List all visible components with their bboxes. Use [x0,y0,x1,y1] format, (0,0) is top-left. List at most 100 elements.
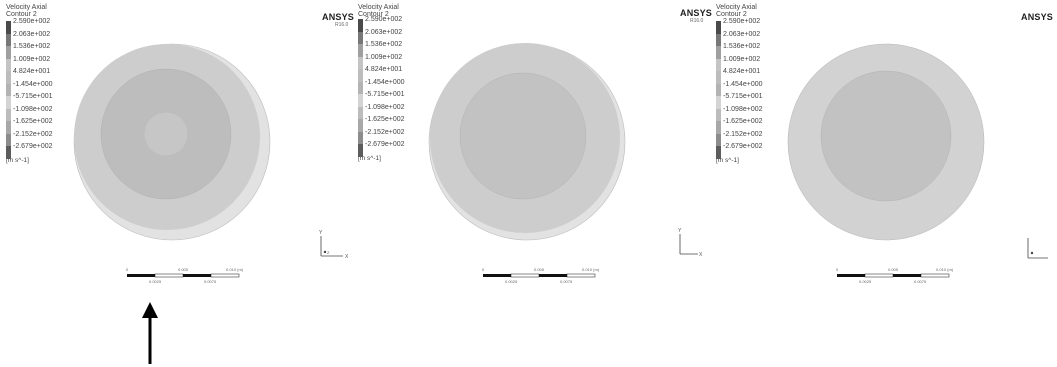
legend-label: -1.625e+002 [13,118,53,125]
legend-label: 1.009e+002 [365,53,403,61]
scale-tick-label: 0.005 [534,267,545,272]
legend-label: 2.590e+002 [13,18,51,25]
up-arrow-icon [142,302,158,364]
scale-tick-label: 0.005 [178,267,189,272]
brand-version: R16.0 [690,18,704,24]
velocity-contour-disk-2 [428,43,626,241]
scale-tick-label: 0.010 (m) [936,267,954,272]
legend-label: 1.009e+002 [723,55,761,63]
scale-tick-label: 0.0025 [149,279,162,284]
legend-label: -2.679e+002 [13,143,53,150]
legend-swatch [358,94,363,107]
legend-units: [m s^-1] [716,156,739,164]
scale-bar-1: 0 0.005 0.010 (m) 0.0025 0.0075 [126,267,244,284]
legend-label: -5.715e+001 [365,91,405,98]
legend-label: -2.679e+002 [723,143,763,150]
ansys-logo: ANSYS [680,8,712,18]
legend-swatch [716,121,721,134]
scale-tick-label: 0.005 [888,267,899,272]
inner-core-region [143,111,189,157]
legend-swatch [6,83,11,96]
axis-y-label: Y [319,230,323,236]
legend-label: -1.098e+002 [13,105,53,113]
ansys-logo: ANSYS [322,12,354,22]
legend-label: 1.536e+002 [365,41,403,48]
legend-swatch [358,19,363,32]
legend-scale: 2.590e+002 2.063e+002 1.536e+002 1.009e+… [358,16,438,157]
contour-panel-3: Velocity Axial Contour 2 2.590e+002 2.06… [704,0,1057,300]
legend-swatch [716,33,721,46]
legend-swatch [358,144,363,157]
brand-version: R16.0 [335,22,349,28]
ansys-logo: ANSYS [1021,12,1053,22]
scale-tick-label: 0.010 (m) [582,267,600,272]
legend-swatch [6,121,11,134]
brand-name: ANSYS [1021,12,1054,22]
brand-name: ANSYS [322,12,355,22]
legend-swatch [716,108,721,121]
legend-swatch [6,21,11,34]
contour-panel-1: Velocity Axial Contour 2 2.590e+002 2.06… [0,0,354,300]
legend-swatch [716,46,721,59]
legend-subtitle: Contour 2 [6,11,37,18]
legend-swatch [716,146,721,159]
legend-scale: 2.590e+002 2.063e+002 1.536e+002 1.009e+… [6,18,86,159]
axis-triad-icon [1027,238,1048,259]
scale-tick-label: 0.0075 [560,279,573,284]
legend-label: -2.679e+002 [365,141,405,148]
legend-label: 2.063e+002 [723,30,761,38]
legend-swatch [6,108,11,121]
scale-tick-label: 0.0025 [859,279,872,284]
legend-units: [m s^-1] [358,154,381,162]
legend-swatch [358,31,363,44]
velocity-contour-disk-3 [787,43,985,241]
legend-label: 2.063e+002 [365,28,403,36]
middle-ring-region [459,72,587,200]
legend-swatch [6,146,11,159]
scale-bar-2: 0 0.005 0.010 (m) 0.0025 0.0075 [482,267,600,284]
legend-swatch [6,133,11,146]
legend-swatch [6,96,11,109]
legend-label: -1.625e+002 [365,116,405,123]
legend-swatch [716,133,721,146]
legend-subtitle: Contour 2 [358,11,389,18]
middle-ring-region [820,70,952,202]
legend-label: -1.098e+002 [723,105,763,113]
legend-label: 2.063e+002 [13,30,51,38]
legend-swatch [358,56,363,69]
legend-label: -1.625e+002 [723,118,763,125]
legend-label: 1.536e+002 [723,43,761,50]
legend-label: -5.715e+001 [13,93,53,100]
legend-swatch [6,58,11,71]
scale-tick-label: 0.0025 [505,279,518,284]
legend-swatch [358,69,363,82]
axis-triad-icon: Y X Z [319,230,349,260]
legend-label: -1.098e+002 [365,103,405,111]
legend-swatch [358,44,363,57]
axis-x-label: X [699,252,703,258]
legend-label: -2.152e+002 [723,130,763,138]
scale-tick-label: 0 [836,267,839,272]
legend-2: Velocity Axial Contour 2 2.590e+002 2.06… [358,4,438,162]
axis-x-label: X [345,254,349,260]
scale-tick-label: 0.010 (m) [226,267,244,272]
legend-swatch [716,96,721,109]
legend-subtitle: Contour 2 [716,11,747,18]
legend-swatch [6,46,11,59]
velocity-contour-disk-1 [73,43,271,241]
axis-y-label: Y [678,228,682,234]
legend-title: Velocity Axial [716,4,757,11]
scale-bar-3: 0 0.005 0.010 (m) 0.0025 0.0075 [836,267,954,284]
legend-label: -2.152e+002 [365,128,405,136]
axis-z-label: Z [327,250,330,255]
legend-swatch [6,33,11,46]
axis-triad-icon: Y X [678,228,703,258]
legend-label: -1.454e+000 [13,80,53,88]
legend-swatch [716,71,721,84]
legend-swatch [358,119,363,132]
legend-swatch [716,21,721,34]
legend-label: 4.824e+001 [365,66,403,73]
scale-tick-label: 0.0075 [204,279,217,284]
brand-name: ANSYS [680,8,713,18]
legend-swatch [716,58,721,71]
